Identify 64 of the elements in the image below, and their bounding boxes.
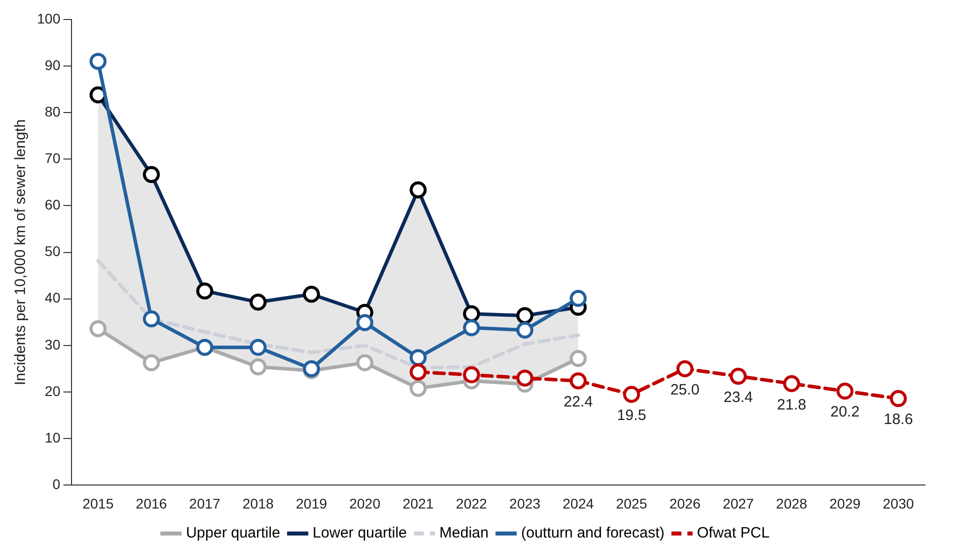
data-label: 21.8 (777, 396, 806, 414)
legend-label: (outturn and forecast) (521, 524, 665, 542)
y-tick-label: 80 (44, 103, 61, 120)
point (250, 358, 267, 376)
y-tick-label: 70 (44, 150, 61, 166)
point (730, 368, 747, 385)
data-label: 20.2 (830, 404, 860, 421)
point (836, 382, 854, 400)
point (90, 320, 107, 338)
point (623, 386, 640, 403)
y-tick-label: 50 (44, 243, 61, 260)
point (356, 354, 374, 372)
x-tick-label: 2027 (722, 495, 754, 512)
point (676, 360, 694, 378)
data-label: 18.6 (884, 411, 913, 428)
x-tick-label: 2016 (136, 495, 168, 512)
point (410, 380, 427, 397)
x-tick-label: 2024 (562, 495, 594, 512)
point (516, 370, 534, 387)
point (570, 372, 587, 390)
point (250, 338, 267, 356)
x-tick-label: 2029 (829, 495, 861, 512)
point (783, 375, 800, 392)
y-tick-label: 40 (44, 290, 61, 306)
x-tick-label: 2030 (882, 495, 914, 512)
data-label: 25.0 (670, 381, 700, 398)
x-tick-label: 2022 (456, 495, 488, 512)
point (463, 319, 480, 336)
data-label: 22.4 (564, 394, 593, 410)
data-label: 23.4 (724, 388, 753, 406)
point (463, 366, 480, 384)
point (142, 354, 160, 372)
legend-label: Median (439, 524, 489, 542)
y-tick-label: 20 (44, 382, 61, 399)
x-tick-label: 2021 (402, 495, 434, 512)
legend-label: Ofwat PCL (697, 524, 770, 542)
y-tick-label: 90 (44, 56, 61, 73)
x-tick-label: 2025 (616, 495, 648, 512)
x-tick-label: 2026 (669, 495, 701, 512)
point (516, 322, 534, 339)
x-tick-label: 2018 (242, 495, 274, 512)
point (570, 350, 587, 368)
point (142, 310, 160, 328)
y-axis-title: Incidents per 10,000 km of sewer length (12, 119, 30, 386)
x-tick-label: 2019 (296, 495, 328, 512)
y-tick-label: 30 (44, 336, 61, 352)
x-tick-label: 2023 (509, 495, 541, 512)
data-label: 19.5 (616, 407, 646, 424)
point (410, 349, 427, 366)
point (356, 314, 374, 332)
point (410, 364, 427, 381)
point (90, 52, 107, 70)
point (890, 390, 907, 408)
point (570, 290, 587, 307)
legend-label: Lower quartile (312, 524, 407, 542)
legend-label: Upper quartile (186, 524, 280, 542)
x-tick-label: 2015 (82, 495, 114, 512)
x-tick-label: 2028 (776, 495, 808, 512)
y-tick-label: 0 (52, 476, 61, 492)
x-tick-label: 2017 (189, 495, 221, 512)
y-tick-label: 100 (37, 10, 61, 26)
x-tick-label: 2020 (349, 495, 381, 512)
y-tick-label: 60 (44, 196, 61, 213)
y-tick-label: 10 (44, 429, 61, 446)
